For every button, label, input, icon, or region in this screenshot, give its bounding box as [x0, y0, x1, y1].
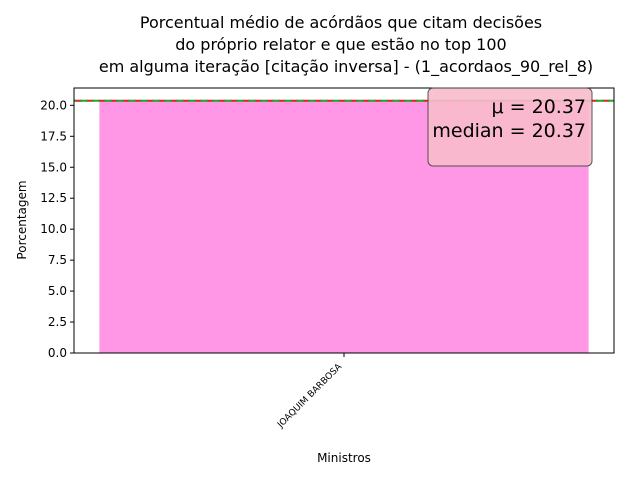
- chart-title-line-1: Porcentual médio de acórdãos que citam d…: [140, 13, 542, 32]
- y-tick-label: 10.0: [40, 222, 67, 236]
- y-tick-label: 15.0: [40, 160, 67, 174]
- x-axis: JOAQUIM BARBOSA: [275, 353, 345, 431]
- chart-title-line-2: do próprio relator e que estão no top 10…: [175, 35, 506, 54]
- x-tick-label: JOAQUIM BARBOSA: [275, 361, 344, 430]
- y-tick-label: 5.0: [48, 284, 67, 298]
- stats-box: μ = 20.37 median = 20.37: [427, 87, 593, 167]
- y-tick-label: 17.5: [40, 129, 67, 143]
- stats-mean-text: μ = 20.37: [492, 96, 586, 118]
- y-tick-label: 7.5: [48, 253, 67, 267]
- chart-title-line-3: em alguma iteração [citação inversa] - (…: [99, 57, 593, 77]
- y-tick-label: 0.0: [48, 346, 67, 360]
- y-tick-label: 20.0: [40, 98, 67, 112]
- y-axis-label: Porcentagem: [15, 180, 29, 259]
- chart-title: Porcentual médio de acórdãos que citam d…: [99, 13, 593, 77]
- y-tick-label: 2.5: [48, 315, 67, 329]
- y-axis: 0.0 2.5 5.0 7.5 10.0 12.5 15.0 17.5 20.0: [40, 98, 74, 360]
- stats-median-text: median = 20.37: [432, 120, 586, 142]
- x-axis-label: Ministros: [317, 451, 371, 465]
- stats-box-background: [427, 87, 593, 167]
- y-tick-label: 12.5: [40, 191, 67, 205]
